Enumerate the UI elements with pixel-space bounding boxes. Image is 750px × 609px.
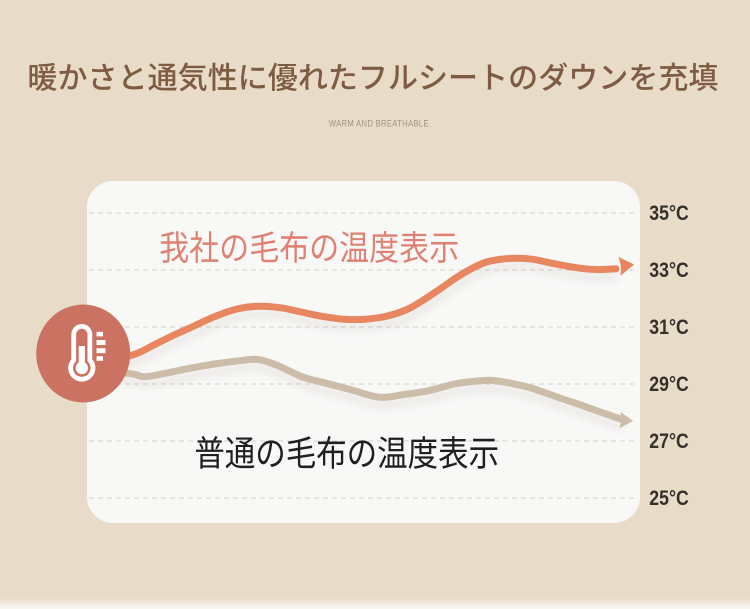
- svg-text:27°C: 27°C: [649, 429, 689, 453]
- svg-text:WARM AND BREATHABLE: WARM AND BREATHABLE: [329, 119, 429, 129]
- svg-text:33°C: 33°C: [649, 258, 689, 282]
- svg-text:31°C: 31°C: [649, 315, 689, 339]
- svg-text:29°C: 29°C: [649, 372, 689, 396]
- svg-text:35°C: 35°C: [649, 201, 689, 225]
- svg-text:25°C: 25°C: [649, 486, 689, 510]
